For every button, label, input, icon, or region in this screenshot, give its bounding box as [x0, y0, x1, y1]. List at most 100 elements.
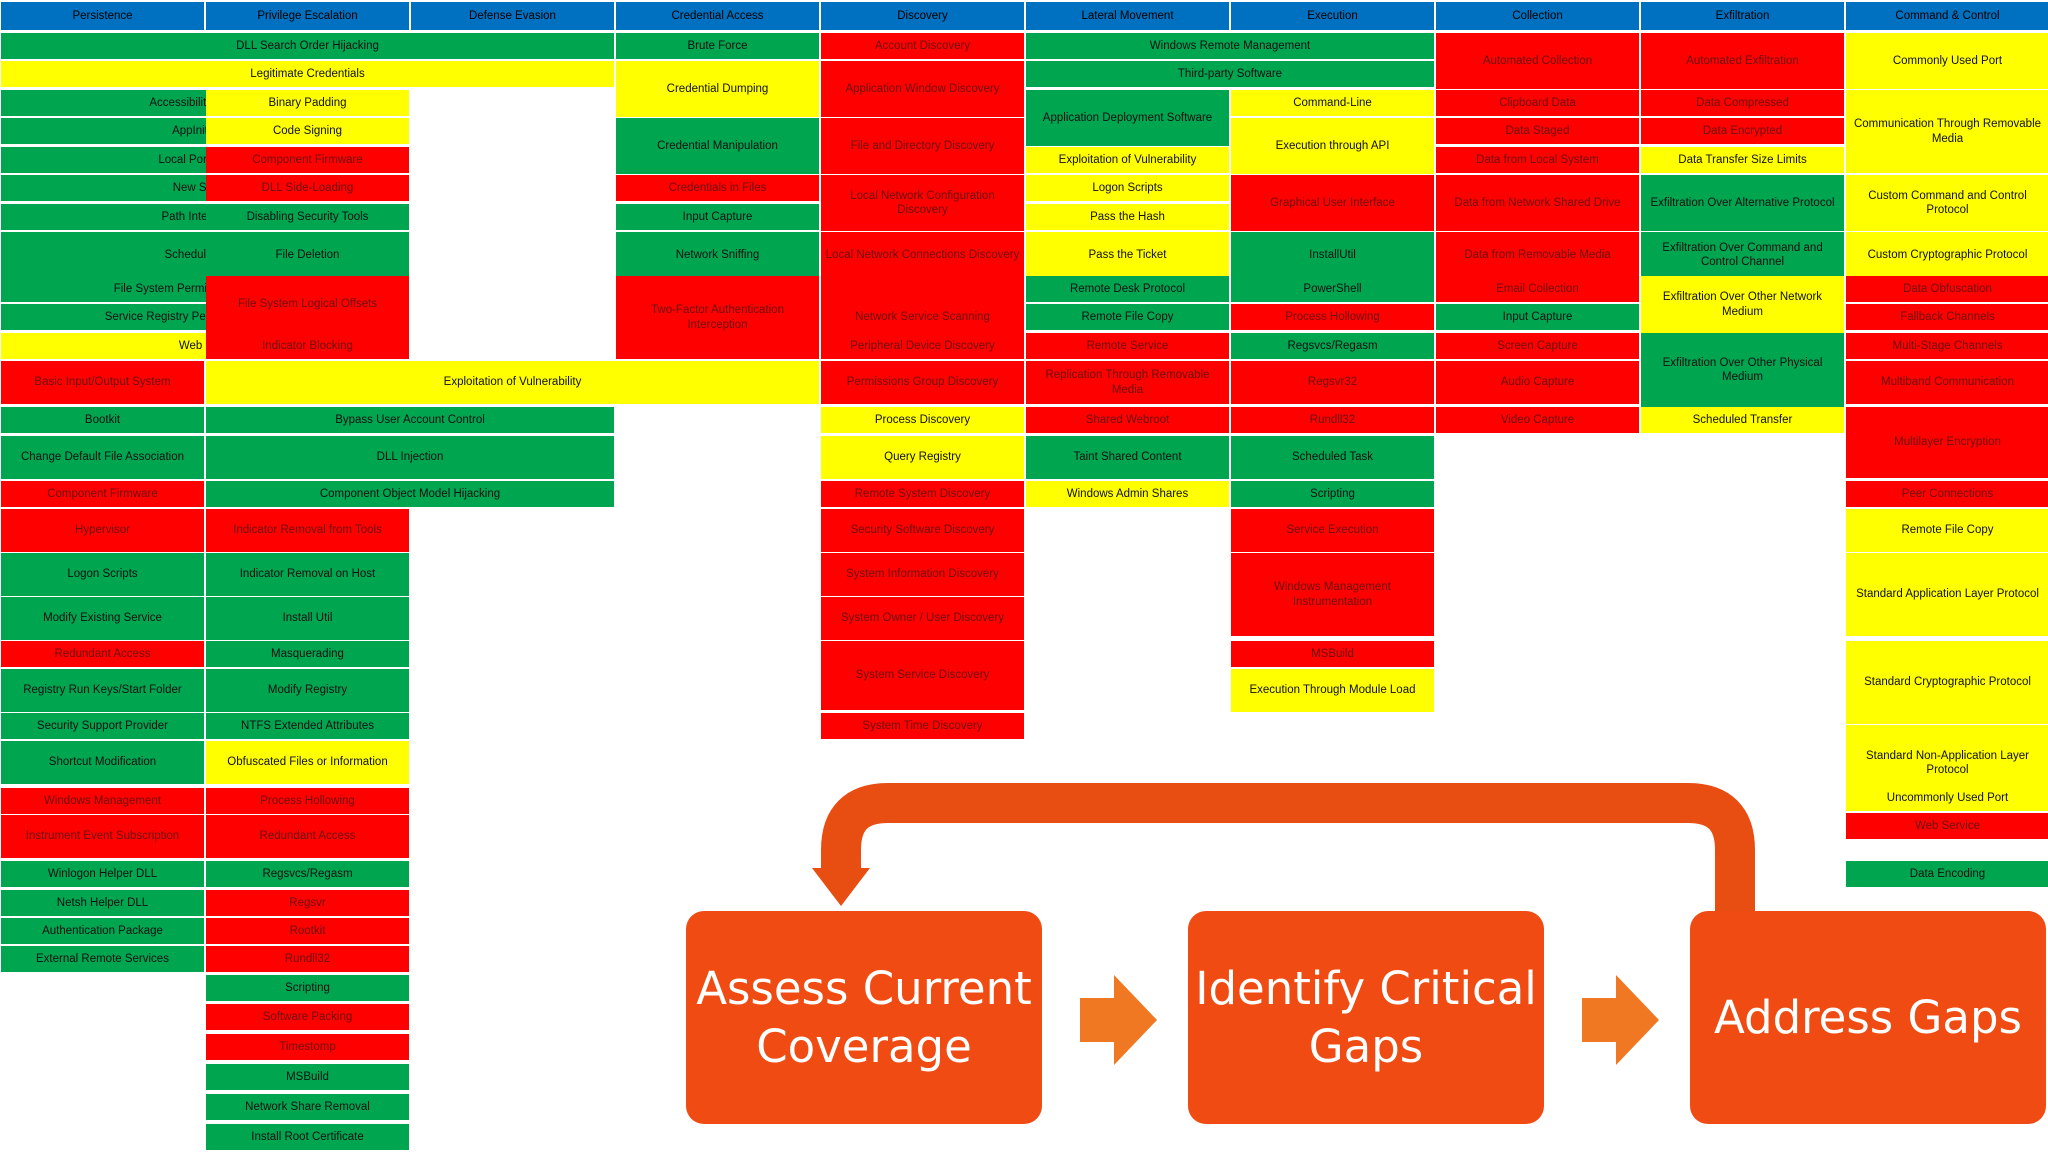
technique-execution-through-api: Execution through API [1231, 118, 1434, 174]
header-collection: Collection [1436, 2, 1639, 30]
technique-screen-capture: Screen Capture [1436, 333, 1639, 359]
loop-arrow-head [812, 868, 870, 906]
technique-data-encrypted: Data Encrypted [1641, 118, 1844, 144]
technique-rootkit: Rootkit [206, 918, 409, 944]
technique-input-capture: Input Capture [616, 204, 819, 230]
technique-data-obfuscation: Data Obfuscation [1846, 276, 2048, 302]
technique-remote-system-discovery: Remote System Discovery [821, 481, 1024, 507]
technique-video-capture: Video Capture [1436, 407, 1639, 433]
technique-application-deployment-software: Application Deployment Software [1026, 90, 1229, 146]
technique-disabling-security-tools: Disabling Security Tools [206, 204, 409, 230]
technique-scripting: Scripting [206, 975, 409, 1001]
technique-scheduled-task: Scheduled Task [1231, 436, 1434, 479]
loop-back-arrow [821, 783, 1755, 915]
technique-windows-management: Windows Management [1, 788, 204, 814]
technique-redundant-access: Redundant Access [206, 815, 409, 858]
technique-component-object-model-hijacking: Component Object Model Hijacking [206, 481, 614, 507]
technique-winlogon-helper-dll: Winlogon Helper DLL [1, 861, 204, 887]
technique-windows-management-instrumentation: Windows Management Instrumentation [1231, 553, 1434, 636]
technique-registry-run-keys-start-folder: Registry Run Keys/Start Folder [1, 669, 204, 712]
technique-redundant-access: Redundant Access [1, 641, 204, 667]
technique-data-from-network-shared-drive: Data from Network Shared Drive [1436, 175, 1639, 231]
technique-remote-service: Remote Service [1026, 333, 1229, 359]
step-arrow-1 [1080, 975, 1157, 1065]
technique-standard-application-layer-protocol: Standard Application Layer Protocol [1846, 553, 2048, 636]
header-discovery: Discovery [821, 2, 1024, 30]
technique-custom-cryptographic-protocol: Custom Cryptographic Protocol [1846, 232, 2048, 278]
technique-graphical-user-interface: Graphical User Interface [1231, 175, 1434, 231]
technique-exfiltration-over-other-physical-medium: Exfiltration Over Other Physical Medium [1641, 333, 1844, 407]
technique-account-discovery: Account Discovery [821, 33, 1024, 59]
technique-two-factor-authentication-interception: Two-Factor Authentication Interception [616, 276, 819, 359]
technique-credentials-in-files: Credentials in Files [616, 175, 819, 201]
technique-netsh-helper-dll: Netsh Helper DLL [1, 890, 204, 916]
technique-exfiltration-over-other-network-medium: Exfiltration Over Other Network Medium [1641, 276, 1844, 333]
technique-dll-side-loading: DLL Side-Loading [206, 175, 409, 201]
technique-process-hollowing: Process Hollowing [1231, 304, 1434, 330]
technique-bootkit: Bootkit [1, 407, 204, 433]
technique-pass-the-ticket: Pass the Ticket [1026, 232, 1229, 278]
technique-permissions-group-discovery: Permissions Group Discovery [821, 361, 1024, 404]
technique-web-service: Web Service [1846, 813, 2048, 839]
technique-regsvcs-regasm: Regsvcs/Regasm [206, 861, 409, 887]
technique-msbuild: MSBuild [1231, 641, 1434, 667]
technique-logon-scripts: Logon Scripts [1, 553, 204, 596]
technique-system-time-discovery: System Time Discovery [821, 713, 1024, 739]
technique-custom-command-and-control-protocol: Custom Command and Control Protocol [1846, 175, 2048, 231]
technique-local-network-configuration-discovery: Local Network Configuration Discovery [821, 175, 1024, 231]
assess-current-coverage-box: Assess Current Coverage [686, 911, 1042, 1124]
technique-peer-connections: Peer Connections [1846, 481, 2048, 507]
technique-remote-desk-protocol: Remote Desk Protocol [1026, 276, 1229, 302]
technique-multilayer-encryption: Multilayer Encryption [1846, 407, 2048, 478]
technique-execution-through-module-load: Execution Through Module Load [1231, 669, 1434, 712]
technique-component-firmware: Component Firmware [1, 481, 204, 507]
technique-pass-the-hash: Pass the Hash [1026, 204, 1229, 230]
technique-replication-through-removable-media: Replication Through Removable Media [1026, 361, 1229, 404]
technique-data-from-local-system: Data from Local System [1436, 147, 1639, 173]
technique-scheduled-transfer: Scheduled Transfer [1641, 407, 1844, 433]
technique-hypervisor: Hypervisor [1, 509, 204, 552]
technique-third-party-software: Third-party Software [1026, 61, 1434, 87]
header-execution: Execution [1231, 2, 1434, 30]
technique-ntfs-extended-attributes: NTFS Extended Attributes [206, 713, 409, 739]
technique-exfiltration-over-alternative-protocol: Exfiltration Over Alternative Protocol [1641, 175, 1844, 231]
technique-exfiltration-over-command-and-control-channel: Exfiltration Over Command and Control Ch… [1641, 232, 1844, 278]
technique-file-deletion: File Deletion [206, 232, 409, 278]
technique-taint-shared-content: Taint Shared Content [1026, 436, 1229, 479]
technique-standard-cryptographic-protocol: Standard Cryptographic Protocol [1846, 641, 2048, 724]
technique-code-signing: Code Signing [206, 118, 409, 144]
header-credential-access: Credential Access [616, 2, 819, 30]
technique-fallback-channels: Fallback Channels [1846, 304, 2048, 330]
technique-credential-manipulation: Credential Manipulation [616, 118, 819, 174]
technique-modify-registry: Modify Registry [206, 669, 409, 712]
technique-file-and-directory-discovery: File and Directory Discovery [821, 118, 1024, 174]
technique-credential-dumping: Credential Dumping [616, 61, 819, 117]
technique-remote-file-copy: Remote File Copy [1846, 509, 2048, 552]
technique-windows-admin-shares: Windows Admin Shares [1026, 481, 1229, 507]
technique-windows-remote-management: Windows Remote Management [1026, 33, 1434, 59]
technique-timestomp: Timestomp [206, 1034, 409, 1060]
header-command-control: Command & Control [1846, 2, 2048, 30]
technique-msbuild: MSBuild [206, 1064, 409, 1090]
technique-security-support-provider: Security Support Provider [1, 713, 204, 739]
technique-system-service-discovery: System Service Discovery [821, 641, 1024, 710]
technique-data-from-removable-media: Data from Removable Media [1436, 232, 1639, 278]
technique-shortcut-modification: Shortcut Modification [1, 741, 204, 784]
technique-command-line: Command-Line [1231, 90, 1434, 116]
technique-indicator-removal-on-host: Indicator Removal on Host [206, 553, 409, 596]
technique-powershell: PowerShell [1231, 276, 1434, 302]
identify-line-1: Identify Critical [1195, 961, 1537, 1015]
technique-scripting: Scripting [1231, 481, 1434, 507]
address-line-1: Address Gaps [1714, 990, 2022, 1044]
technique-dll-injection: DLL Injection [206, 436, 614, 479]
technique-indicator-removal-from-tools: Indicator Removal from Tools [206, 509, 409, 552]
technique-commonly-used-port: Commonly Used Port [1846, 33, 2048, 89]
technique-audio-capture: Audio Capture [1436, 361, 1639, 404]
identify-line-2: Gaps [1308, 1019, 1424, 1073]
technique-basic-input-output-system: Basic Input/Output System [1, 361, 204, 404]
technique-automated-exfiltration: Automated Exfiltration [1641, 33, 1844, 89]
technique-system-owner-user-discovery: System Owner / User Discovery [821, 597, 1024, 640]
technique-authentication-package: Authentication Package [1, 918, 204, 944]
technique-file-system-logical-offsets: File System Logical Offsets [206, 276, 409, 333]
